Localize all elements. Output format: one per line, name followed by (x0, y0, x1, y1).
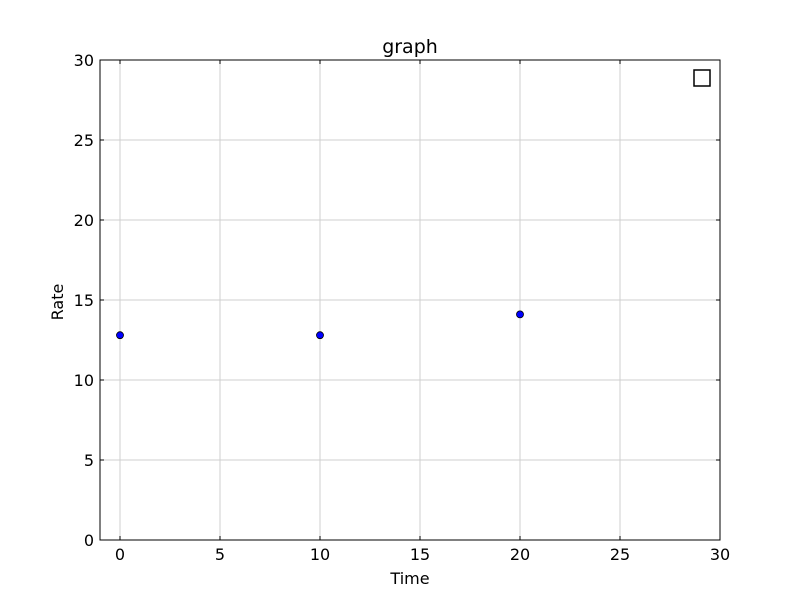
y-tick-label: 15 (74, 291, 94, 310)
x-tick-label: 0 (115, 545, 125, 564)
y-tick-label: 0 (84, 531, 94, 550)
data-points (116, 310, 524, 340)
plot-area-frame (99, 59, 721, 541)
x-tick-label: 25 (610, 545, 630, 564)
legend-box (693, 69, 711, 87)
x-tick-label: 15 (410, 545, 430, 564)
data-point (116, 331, 124, 340)
x-tick-label: 10 (310, 545, 330, 564)
chart-title: graph (382, 36, 438, 58)
y-tick-labels: 0 5 10 15 20 25 30 (74, 51, 94, 550)
x-tick-labels: 0 5 10 15 20 25 30 (115, 545, 730, 564)
x-axis-label: Time (389, 569, 429, 588)
y-tick-label: 25 (74, 131, 94, 150)
y-tick-label: 5 (84, 451, 94, 470)
y-axis-label: Rate (48, 284, 67, 321)
x-tick-label: 30 (710, 545, 730, 564)
y-tick-label: 10 (74, 371, 94, 390)
y-tick-label: 20 (74, 211, 94, 230)
data-point (316, 331, 324, 340)
x-tick-label: 20 (510, 545, 530, 564)
data-point (516, 310, 524, 319)
x-tick-label: 5 (215, 545, 225, 564)
y-tick-label: 30 (74, 51, 94, 70)
